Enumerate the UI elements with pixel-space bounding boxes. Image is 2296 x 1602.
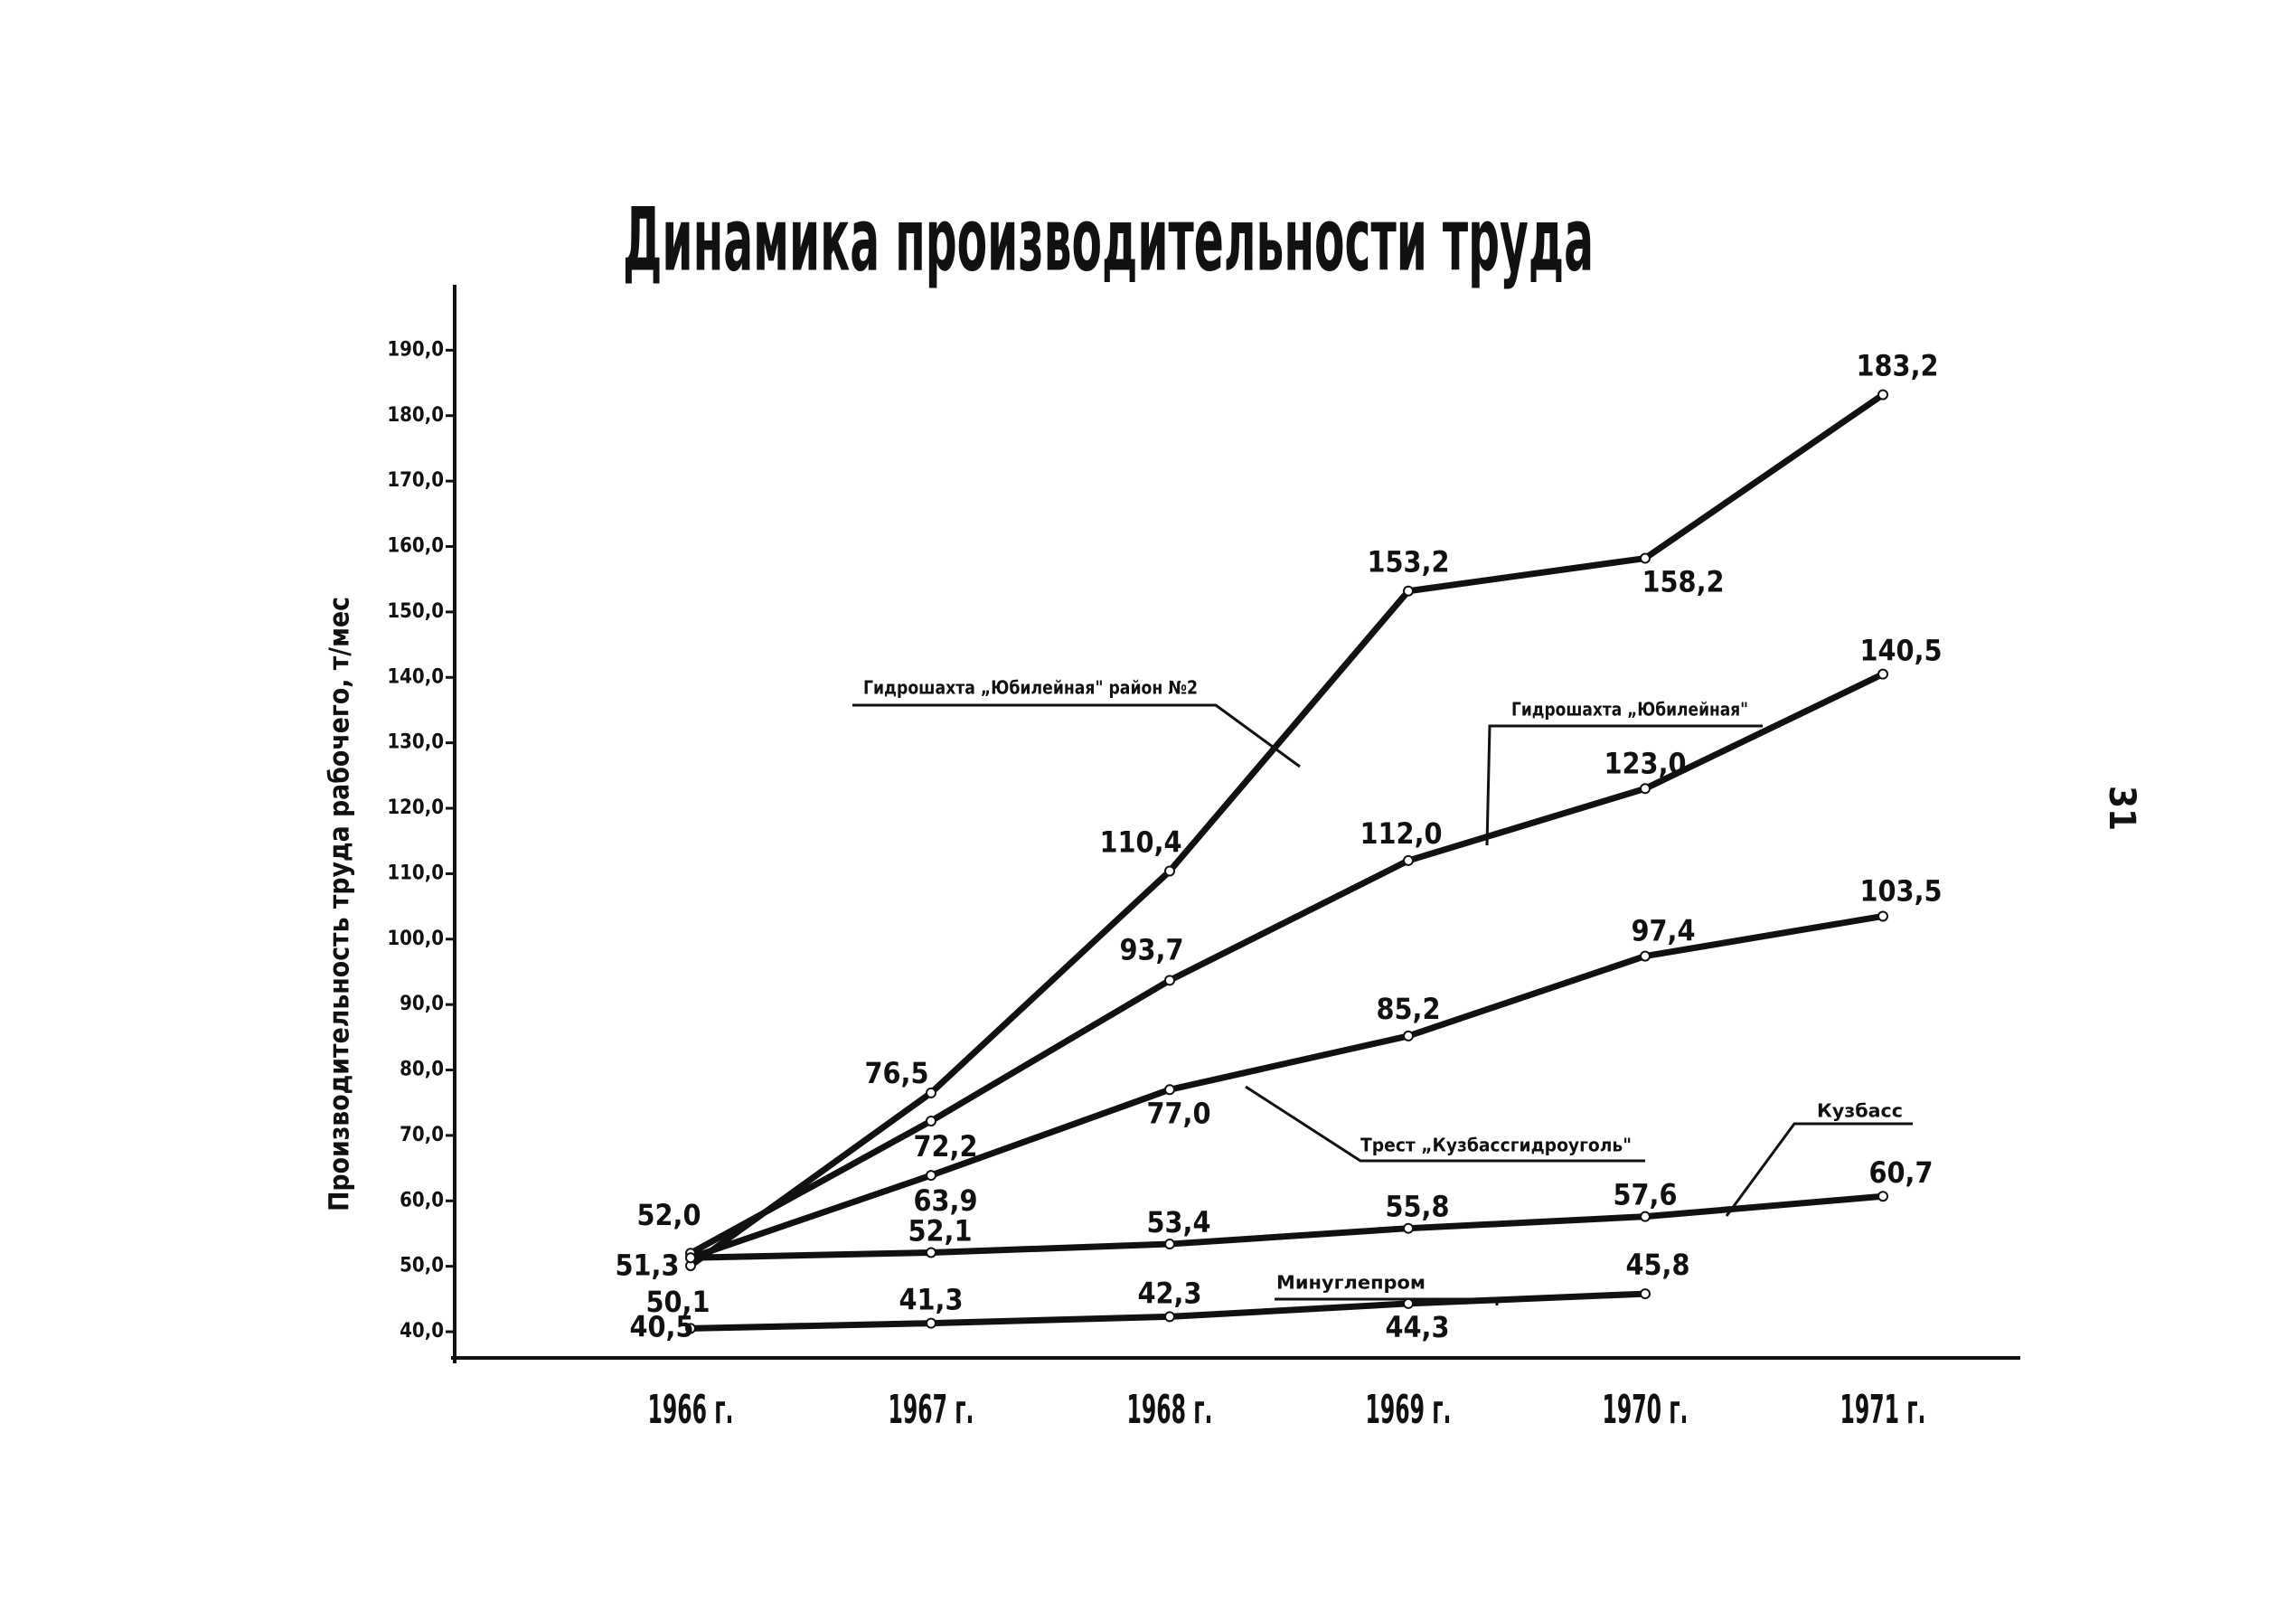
y-tick-label: 170,0 [387, 469, 444, 492]
data-label: 40,5 [629, 1309, 693, 1343]
data-label: 183,2 [1856, 349, 1938, 383]
series-line [689, 912, 1884, 1261]
series-label: Трест „Кузбассгидроуголь" [1360, 1135, 1632, 1156]
data-label: 97,4 [1631, 914, 1695, 948]
data-label: 103,5 [1859, 873, 1942, 908]
data-point [926, 1170, 936, 1182]
data-point [1403, 854, 1414, 866]
data-label: 60,7 [1868, 1155, 1933, 1190]
data-point [1640, 783, 1651, 795]
data-label: 44,3 [1385, 1310, 1449, 1344]
y-tick-label: 50,0 [400, 1255, 444, 1277]
data-label: 41,3 [899, 1283, 963, 1317]
y-tick-label: 130,0 [387, 731, 444, 754]
data-point [685, 1323, 696, 1334]
y-tick-label: 60,0 [400, 1189, 444, 1211]
data-point [1403, 585, 1414, 597]
data-point [1877, 910, 1888, 922]
chart-title: Динамика производительности труда [623, 189, 1594, 290]
series-label: Кузбасс [1817, 1100, 1903, 1122]
y-tick-label: 190,0 [387, 338, 444, 361]
data-point [1403, 1030, 1414, 1041]
leader-line [1725, 1122, 1913, 1217]
series-label: Минуглепром [1276, 1272, 1426, 1294]
data-point [926, 1087, 936, 1098]
series-line [688, 391, 1885, 1268]
y-tick-label: 110,0 [387, 862, 444, 884]
data-label: 57,6 [1613, 1178, 1677, 1212]
data-label: 158,2 [1642, 565, 1724, 599]
data-label: 112,0 [1360, 816, 1442, 851]
data-point [1877, 668, 1888, 680]
x-tick-label: 1969 г. [1366, 1387, 1452, 1433]
y-axis-label: Производительность труда рабочего, т/мес [325, 597, 356, 1211]
data-point [926, 1317, 936, 1329]
data-label: 85,2 [1376, 992, 1440, 1026]
data-point [1877, 389, 1888, 400]
data-point [1164, 975, 1175, 986]
x-tick-label: 1971 г. [1840, 1387, 1926, 1433]
data-label: 45,8 [1625, 1248, 1689, 1282]
y-tick-label: 40,0 [400, 1320, 444, 1343]
data-label: 153,2 [1367, 545, 1449, 580]
y-tick-label: 180,0 [387, 404, 444, 427]
data-label: 123,0 [1604, 746, 1686, 780]
leader-line [1485, 724, 1763, 846]
series-label: Гидрошахта „Юбилейная" район №2 [863, 677, 1198, 699]
data-point [1877, 1191, 1888, 1202]
x-tick-label: 1970 г. [1603, 1387, 1689, 1433]
series-label: Гидрошахта „Юбилейная" [1511, 699, 1748, 721]
data-point [1164, 865, 1175, 877]
data-point [926, 1115, 936, 1126]
data-label: 42,3 [1137, 1276, 1201, 1310]
data-label: 77,0 [1146, 1096, 1210, 1130]
series-line [689, 671, 1885, 1257]
leader-line [852, 703, 1301, 768]
data-point [1403, 1222, 1414, 1234]
data-label: 52,1 [908, 1213, 972, 1248]
data-point [1640, 1288, 1651, 1300]
data-label: 52,0 [636, 1198, 701, 1232]
x-tick-label: 1967 г. [889, 1387, 974, 1433]
data-label: 50,1 [645, 1285, 710, 1319]
x-tick-label: 1966 г. [648, 1387, 734, 1433]
data-label: 63,9 [913, 1183, 977, 1218]
data-point [926, 1247, 936, 1258]
data-point [1403, 1297, 1414, 1309]
y-tick-label: 70,0 [400, 1124, 444, 1146]
y-tick-label: 160,0 [387, 535, 444, 558]
series-line [690, 1192, 1884, 1261]
data-label: 51,3 [615, 1248, 679, 1282]
data-point [1640, 950, 1651, 962]
data-point [1640, 552, 1651, 564]
data-label: 76,5 [864, 1056, 928, 1090]
y-tick-label: 80,0 [400, 1059, 444, 1081]
data-point [685, 1252, 696, 1264]
y-tick-label: 140,0 [387, 665, 444, 688]
data-point [1640, 1211, 1651, 1222]
x-tick-label: 1968 г. [1127, 1387, 1213, 1433]
leader-line [1245, 1085, 1645, 1163]
y-tick-label: 90,0 [400, 993, 444, 1015]
data-point [1164, 1084, 1175, 1096]
data-point [1164, 1239, 1175, 1250]
page-number: 31 [2101, 786, 2142, 831]
data-label: 53,4 [1146, 1205, 1210, 1239]
data-point [1164, 1311, 1175, 1323]
y-tick-label: 150,0 [387, 600, 444, 623]
data-label: 93,7 [1119, 932, 1183, 966]
data-label: 140,5 [1859, 634, 1942, 668]
y-tick-label: 100,0 [387, 928, 444, 950]
y-tick-label: 120,0 [387, 796, 444, 819]
data-label: 72,2 [913, 1129, 977, 1164]
data-label: 55,8 [1385, 1190, 1449, 1224]
data-label: 110,4 [1099, 825, 1181, 860]
